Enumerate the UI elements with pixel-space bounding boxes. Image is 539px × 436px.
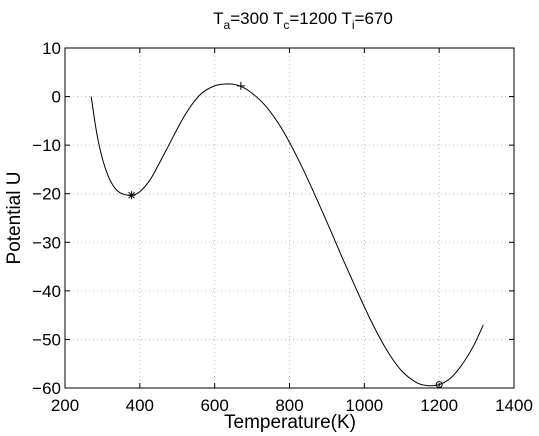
title-part: =300 T bbox=[230, 9, 283, 28]
marker-layer bbox=[127, 81, 443, 389]
x-tick-label: 800 bbox=[275, 396, 303, 415]
marker-star bbox=[127, 191, 136, 200]
title-subscript: c bbox=[283, 18, 289, 32]
x-tick-label: 400 bbox=[126, 396, 154, 415]
x-tick-label: 1400 bbox=[495, 396, 533, 415]
tick-layer: 200 400 600 800 1000 1200 1400 10 0 −10 −20 −30 −40 −… bbox=[32, 39, 533, 415]
y-tick-label: −20 bbox=[32, 185, 61, 204]
x-tick-label: 1000 bbox=[345, 396, 383, 415]
title-part: T bbox=[213, 9, 223, 28]
potential-curve bbox=[90, 83, 484, 387]
y-tick-label: −30 bbox=[32, 233, 61, 252]
grid-layer bbox=[65, 48, 514, 388]
x-axis-label: Temperature(K) bbox=[224, 412, 356, 433]
y-axis-label: Potential U bbox=[4, 172, 25, 265]
y-tick-label: −60 bbox=[32, 379, 61, 398]
x-tick-label: 600 bbox=[200, 396, 228, 415]
y-tick-label: −10 bbox=[32, 136, 61, 155]
x-tick-label: 1200 bbox=[420, 396, 458, 415]
title-part: =1200 T bbox=[289, 9, 352, 28]
marker-plus bbox=[236, 81, 245, 90]
y-tick-label: 0 bbox=[52, 88, 61, 107]
y-tick-label: −50 bbox=[32, 330, 61, 349]
title-subscript: a bbox=[224, 18, 231, 32]
title-subscript: i bbox=[352, 18, 355, 32]
x-tick-label: 200 bbox=[51, 396, 79, 415]
marker-circle bbox=[435, 381, 443, 389]
chart-title: Ta=300 Tc=1200 Ti=670 bbox=[213, 9, 393, 32]
y-tick-label: 10 bbox=[42, 39, 61, 58]
y-tick-label: −40 bbox=[32, 282, 61, 301]
title-part: =670 bbox=[355, 9, 393, 28]
